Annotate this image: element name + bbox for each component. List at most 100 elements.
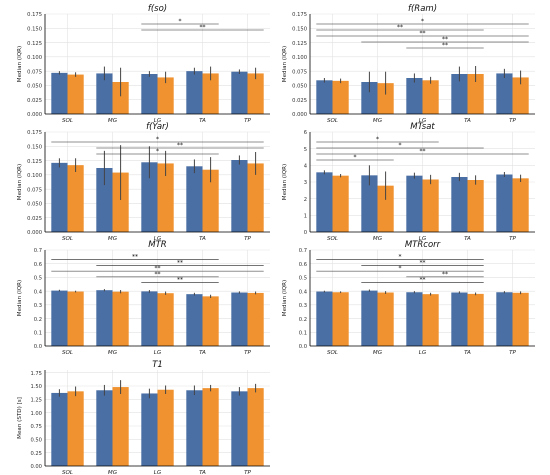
y-axis-label: Median (IQR)	[17, 46, 23, 82]
bar	[247, 73, 264, 114]
bar	[247, 163, 264, 232]
x-tick-label: MG	[108, 118, 118, 124]
bar	[141, 291, 158, 346]
significance-label: *	[156, 148, 159, 155]
chart-panel: 0.00.10.20.30.40.50.60.7**********SOL MG L…	[17, 240, 270, 356]
x-tick-label: TP	[244, 350, 251, 356]
chart-panel: 0.000 0.025 0.050 0.075 0.100 0.125 0.150 0.175…	[17, 122, 270, 242]
bar	[316, 80, 333, 114]
y-tick-label: 0.6	[299, 262, 307, 268]
bar	[467, 293, 484, 346]
y-tick-label: 0.25	[30, 451, 42, 457]
x-tick-label: LG	[154, 350, 162, 356]
y-tick-label: 0.125	[27, 41, 42, 47]
significance-label: *	[354, 154, 357, 161]
y-tick-label: 0.2	[299, 317, 307, 323]
bar	[316, 291, 333, 346]
y-tick-label: 0.150	[27, 144, 42, 150]
significance-label: **	[155, 265, 161, 272]
significance-label: **	[420, 148, 426, 155]
x-tick-label: SOL	[62, 470, 73, 475]
chart-title: MTRcorr	[405, 240, 441, 250]
bar	[141, 393, 158, 466]
x-tick-label: TP	[509, 118, 516, 124]
x-tick-label: MG	[373, 236, 383, 242]
x-tick-label: LG	[154, 118, 162, 124]
significance-label: **	[155, 271, 161, 278]
y-tick-label: 0.125	[292, 41, 307, 47]
bar	[112, 291, 129, 346]
bar	[512, 77, 529, 114]
x-tick-label: SOL	[62, 118, 73, 124]
y-tick-label: 6	[304, 130, 307, 136]
y-axis-label: Median (IQR)	[282, 164, 288, 200]
y-tick-label: 0.075	[27, 69, 42, 75]
x-tick-label: LG	[419, 236, 427, 242]
y-tick-label: 4	[304, 164, 308, 170]
bar	[112, 387, 129, 466]
bar	[332, 175, 349, 232]
x-tick-label: LG	[154, 236, 162, 242]
x-tick-label: SOL	[327, 236, 338, 242]
y-tick-label: 0.7	[299, 248, 307, 254]
significance-label: **	[132, 254, 138, 261]
y-tick-label: 2	[304, 197, 307, 203]
significance-label: **	[177, 142, 183, 149]
bar	[467, 180, 484, 232]
x-tick-label: MG	[108, 236, 118, 242]
bar	[96, 390, 113, 466]
y-tick-label: 0.025	[27, 216, 42, 222]
bar	[332, 292, 349, 346]
y-tick-label: 1.00	[30, 411, 42, 417]
x-tick-label: TA	[199, 470, 206, 475]
y-tick-label: 0.50	[30, 438, 42, 444]
bar	[422, 294, 439, 346]
y-axis-label: Median (IQR)	[282, 46, 288, 82]
bar	[467, 74, 484, 114]
y-tick-label: 0.175	[292, 12, 307, 18]
significance-label: *	[376, 136, 379, 143]
chart-panel: 0.00.10.20.30.40.50.60.7********SOL MG LG T…	[282, 240, 535, 356]
y-tick-label: 0.175	[27, 12, 42, 18]
y-tick-label: 0.000	[27, 112, 42, 118]
y-tick-label: 0.100	[27, 173, 42, 179]
bar	[231, 391, 248, 466]
y-tick-label: 0.00	[30, 464, 42, 470]
bar	[377, 83, 394, 114]
bar	[96, 168, 113, 232]
y-tick-label: 0	[304, 230, 307, 236]
y-tick-label: 0.4	[299, 289, 308, 295]
y-tick-label: 0.3	[34, 303, 42, 309]
chart-title: MTR	[148, 240, 167, 250]
y-tick-label: 0.050	[292, 84, 307, 90]
significance-label: **	[420, 277, 426, 284]
y-tick-label: 0.075	[27, 187, 42, 193]
y-tick-label: 0.5	[34, 276, 42, 282]
x-tick-label: LG	[154, 470, 162, 475]
significance-label: **	[200, 24, 206, 31]
chart-title: MTsat	[410, 122, 435, 132]
y-tick-label: 0.150	[292, 26, 307, 32]
significance-label: **	[442, 271, 448, 278]
bar	[157, 163, 174, 232]
bar	[451, 177, 468, 232]
y-tick-label: 0.1	[34, 330, 42, 336]
bar	[451, 292, 468, 346]
bar	[496, 73, 513, 114]
y-tick-label: 0.4	[34, 289, 43, 295]
bar	[377, 292, 394, 346]
significance-label: **	[177, 277, 183, 284]
significance-label: *	[399, 142, 402, 149]
significance-label: **	[397, 24, 403, 31]
y-tick-label: 0.000	[27, 230, 42, 236]
bar	[247, 292, 264, 346]
x-tick-label: TA	[464, 118, 471, 124]
bar	[332, 80, 349, 114]
x-tick-label: SOL	[327, 350, 338, 356]
bar	[496, 292, 513, 346]
x-tick-label: SOL	[327, 118, 338, 124]
bar	[157, 389, 174, 466]
y-tick-label: 1	[304, 214, 307, 220]
